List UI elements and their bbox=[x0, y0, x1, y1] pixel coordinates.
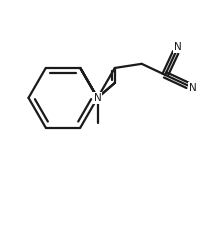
Text: N: N bbox=[94, 93, 101, 103]
Text: N: N bbox=[189, 83, 197, 93]
Text: N: N bbox=[174, 42, 182, 52]
